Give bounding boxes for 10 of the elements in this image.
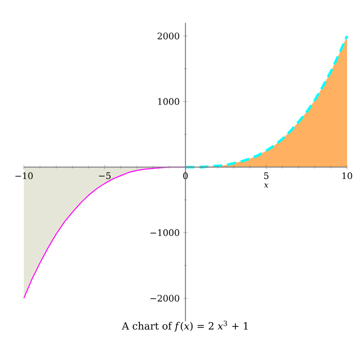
x-tick-label: −10 [15, 172, 33, 180]
x-tick-label: 10 [342, 172, 352, 180]
y-tick-label: −2000 [150, 294, 180, 302]
y-tick-label: 1000 [158, 98, 180, 105]
text: A chart of f(x) = 2 x$^{3}$ + 1 [122, 320, 248, 332]
y-tick-label: 2000 [158, 32, 180, 40]
x-tick-label: −5 [99, 172, 111, 180]
x-tick-label: 5 [264, 172, 268, 180]
y-tick-label: −1000 [150, 229, 180, 236]
x-tick-label: 0 [183, 172, 188, 180]
